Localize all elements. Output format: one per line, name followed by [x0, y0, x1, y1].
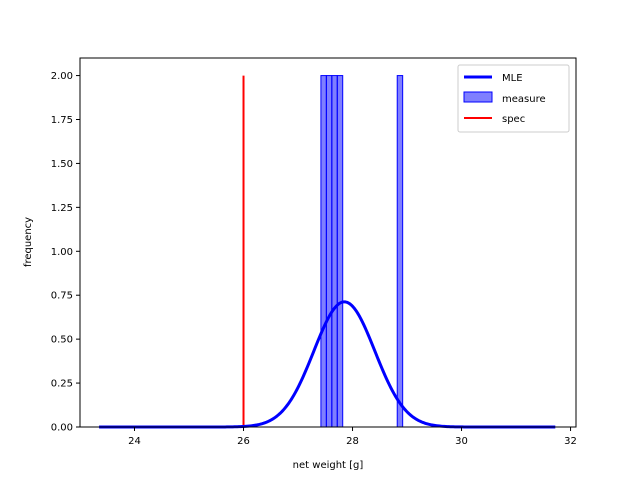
histogram-bar-1 — [325, 75, 333, 428]
y-tick-label-3: 0.75 — [51, 291, 73, 302]
x-axis-label: net weight [g] — [293, 460, 364, 471]
legend-label-measure: measure — [502, 94, 546, 105]
x-tick-label-0: 24 — [128, 436, 141, 447]
histogram-bar-0 — [320, 75, 327, 428]
y-tick-label-8: 2.00 — [51, 71, 73, 82]
x-tick-label-3: 30 — [455, 436, 468, 447]
legend: MLE measure spec — [457, 64, 570, 133]
histogram-bar-2 — [331, 75, 338, 428]
y-tick-label-5: 1.25 — [51, 203, 73, 214]
y-tick-label-1: 0.25 — [51, 379, 73, 390]
y-tick-label-4: 1.00 — [51, 247, 73, 258]
axes-frame — [79, 57, 577, 428]
legend-box — [457, 64, 570, 133]
y-tick-label-7: 1.75 — [51, 115, 73, 126]
y-tick-label-0: 0.00 — [51, 423, 73, 434]
legend-swatch-measure — [463, 91, 493, 103]
y-tick-label-2: 0.50 — [51, 335, 73, 346]
histogram-bar-3 — [336, 75, 344, 428]
y-axis-label: frequency — [23, 217, 34, 267]
legend-label-mle: MLE — [502, 73, 523, 84]
legend-label-spec: spec — [502, 114, 525, 125]
y-tick-label-6: 1.50 — [51, 159, 73, 170]
axes: 24 26 28 30 32 0.00 0.25 0.50 0.75 1.00 1.25 1.50 1.… — [51, 57, 577, 447]
x-tick-label-4: 32 — [564, 436, 577, 447]
x-tick-label-2: 28 — [346, 436, 359, 447]
x-tick-label-1: 26 — [237, 436, 250, 447]
histogram-bar-4 — [396, 75, 404, 428]
